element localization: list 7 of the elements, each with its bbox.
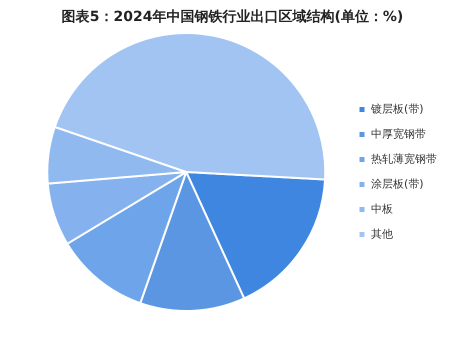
legend-label: 其他 <box>371 227 393 240</box>
chart-title: 图表5：2024年中国钢铁行业出口区域结构(单位：%) <box>60 8 404 26</box>
legend-label: 中厚宽钢带 <box>371 127 426 140</box>
legend-label: 热轧薄宽钢带 <box>371 152 437 166</box>
legend-label: 涂层板(带) <box>371 177 424 190</box>
legend-label: 中板 <box>371 202 393 216</box>
legend-label: 镀层板(带) <box>370 102 424 116</box>
